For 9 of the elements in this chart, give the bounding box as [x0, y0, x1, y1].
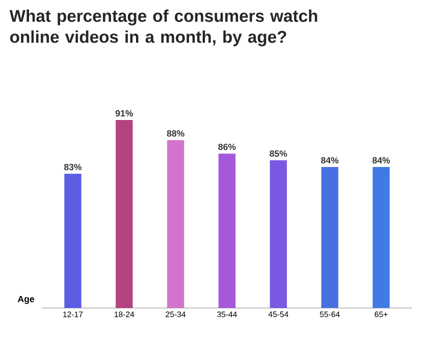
- data-label: 83%: [64, 164, 82, 170]
- x-axis-title: Age: [18, 296, 34, 304]
- data-label: 85%: [270, 150, 288, 157]
- data-label: 84%: [372, 157, 390, 164]
- data-label: 91%: [116, 110, 133, 116]
- data-label: 88%: [166, 130, 184, 137]
- chart-title: What percentage of consumers watch online videos in a month, by age?: [10, 10, 318, 46]
- data-label: 86%: [218, 144, 236, 150]
- data-label: 84%: [321, 157, 339, 164]
